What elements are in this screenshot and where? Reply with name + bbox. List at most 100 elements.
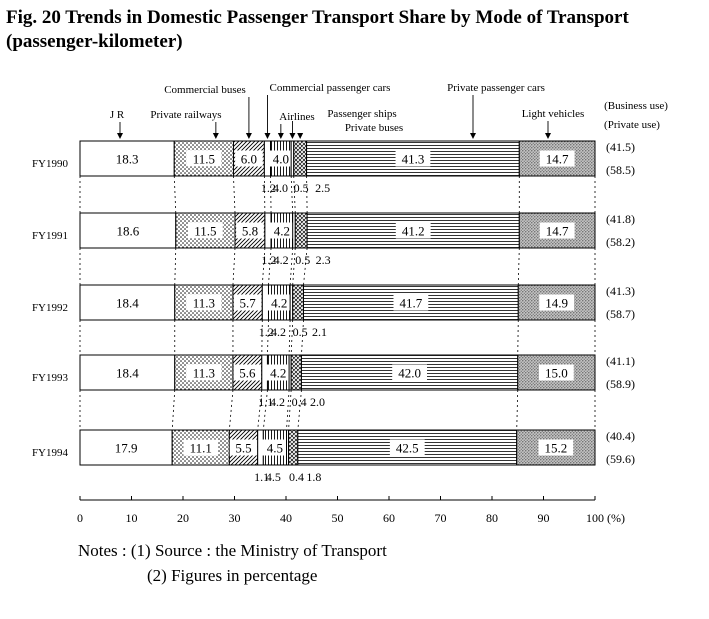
data-label: 14.7 — [546, 152, 569, 167]
data-label: 0.5 — [294, 181, 309, 195]
category-label: FY1992 — [32, 302, 68, 314]
data-label: 18.6 — [117, 224, 140, 239]
private-use-header: (Private use) — [604, 119, 660, 131]
data-label: 41.3 — [402, 152, 425, 167]
connector-line — [233, 176, 235, 213]
connector-line — [174, 176, 176, 213]
data-label: 4.0 — [273, 181, 288, 195]
data-label: 42.0 — [398, 366, 421, 381]
data-label: 0.4 — [292, 395, 307, 409]
connector-line — [518, 248, 519, 285]
x-tick-label: 80 — [486, 511, 498, 525]
business-use-label: (41.3) — [606, 284, 635, 298]
private-use-label: (58.5) — [606, 163, 635, 177]
x-tick-label: 40 — [280, 511, 292, 525]
x-tick-label: 70 — [435, 511, 447, 525]
legend-pointer-head — [117, 133, 123, 139]
data-label: 4.2 — [271, 296, 287, 311]
data-label: 14.7 — [546, 224, 569, 239]
data-label: 42.5 — [396, 441, 419, 456]
bar-segment — [294, 141, 307, 176]
private-use-label: (58.7) — [606, 307, 635, 321]
x-tick-label: 0 — [77, 511, 83, 525]
legend-label: Commercial passenger cars — [270, 82, 391, 94]
data-label: 17.9 — [115, 441, 138, 456]
x-tick-label: 30 — [229, 511, 241, 525]
legend-label: Airlines — [279, 111, 314, 123]
legend-pointer-head — [545, 133, 551, 139]
data-label: 41.2 — [402, 224, 425, 239]
data-label: 4.5 — [267, 441, 283, 456]
data-label: 0.5 — [295, 253, 310, 267]
legend-label: Passenger ships — [327, 108, 396, 120]
data-label: 5.6 — [239, 366, 256, 381]
data-label: 4.0 — [273, 152, 289, 167]
bars: FY1990 18.3 11.5 6.0 4.0 41.3 14.71.24.0 0.5 2.5… — [32, 140, 635, 484]
legend-pointer-head — [246, 133, 252, 139]
legend-pointer-head — [264, 133, 270, 139]
note-figures: (2) Figures in percentage — [78, 563, 387, 588]
data-label: 14.9 — [545, 296, 568, 311]
bar-segment — [293, 285, 304, 320]
data-label: 11.1 — [190, 441, 212, 456]
data-label: 2.0 — [310, 395, 325, 409]
data-label: 18.4 — [116, 296, 139, 311]
data-label: 6.0 — [241, 152, 257, 167]
x-tick-label: 20 — [177, 511, 189, 525]
data-label: 0.4 — [289, 470, 304, 484]
x-axis: 0 10 20 30 40 50 60 70 80 90 100 (%) — [77, 496, 625, 525]
bar-segment — [289, 430, 298, 465]
legend: J R Private railways Commercial buses Comme… — [110, 82, 668, 139]
data-label: 11.5 — [194, 224, 216, 239]
data-label: 4.2 — [274, 224, 290, 239]
notes: Notes : (1) Source : the Ministry of Tra… — [78, 538, 387, 588]
connector-line — [517, 390, 518, 430]
legend-label: Private buses — [345, 122, 403, 134]
connector-line — [291, 176, 293, 213]
connector-line — [289, 320, 290, 355]
data-label: 2.1 — [312, 325, 327, 339]
legend-label: J R — [110, 109, 125, 121]
x-tick-label: 50 — [332, 511, 344, 525]
note-source: Notes : (1) Source : the Ministry of Tra… — [78, 538, 387, 563]
data-label: 5.5 — [235, 441, 251, 456]
legend-label: Light vehicles — [522, 108, 585, 120]
connector-line — [290, 248, 293, 285]
x-tick-label: 100 — [586, 511, 604, 525]
data-label: 0.5 — [293, 325, 308, 339]
private-use-label: (58.2) — [606, 235, 635, 249]
data-label: 11.3 — [193, 296, 215, 311]
data-label: 5.8 — [242, 224, 258, 239]
business-use-label: (41.8) — [606, 212, 635, 226]
legend-pointer-head — [297, 133, 303, 139]
bar-segment — [291, 355, 301, 390]
data-label: 11.3 — [193, 366, 215, 381]
data-label: 15.0 — [545, 366, 568, 381]
connector-line — [287, 390, 290, 430]
legend-pointer-head — [470, 133, 476, 139]
data-label: 18.3 — [116, 152, 139, 167]
business-use-label: (41.1) — [606, 354, 635, 368]
bar-segment — [295, 213, 307, 248]
data-label: 1.8 — [306, 470, 321, 484]
data-label: 2.5 — [315, 181, 330, 195]
connector-line — [229, 390, 233, 430]
data-label: 18.4 — [116, 366, 139, 381]
legend-label: Commercial buses — [164, 84, 246, 96]
data-label: 5.7 — [240, 296, 257, 311]
x-tick-label: 90 — [538, 511, 550, 525]
business-use-label: (41.5) — [606, 140, 635, 154]
legend-label: Private railways — [150, 109, 221, 121]
data-label: 15.2 — [544, 441, 567, 456]
category-label: FY1993 — [32, 372, 69, 384]
x-tick-label: 10 — [126, 511, 138, 525]
business-use-header: (Business use) — [604, 100, 668, 112]
data-label: 4.2 — [274, 253, 289, 267]
private-use-label: (58.9) — [606, 377, 635, 391]
x-axis-unit: (%) — [607, 511, 625, 525]
data-label: 2.3 — [316, 253, 331, 267]
data-label: 4.2 — [270, 366, 286, 381]
connector-line — [172, 390, 175, 430]
connector-line — [175, 248, 176, 285]
connector-line — [518, 320, 519, 355]
